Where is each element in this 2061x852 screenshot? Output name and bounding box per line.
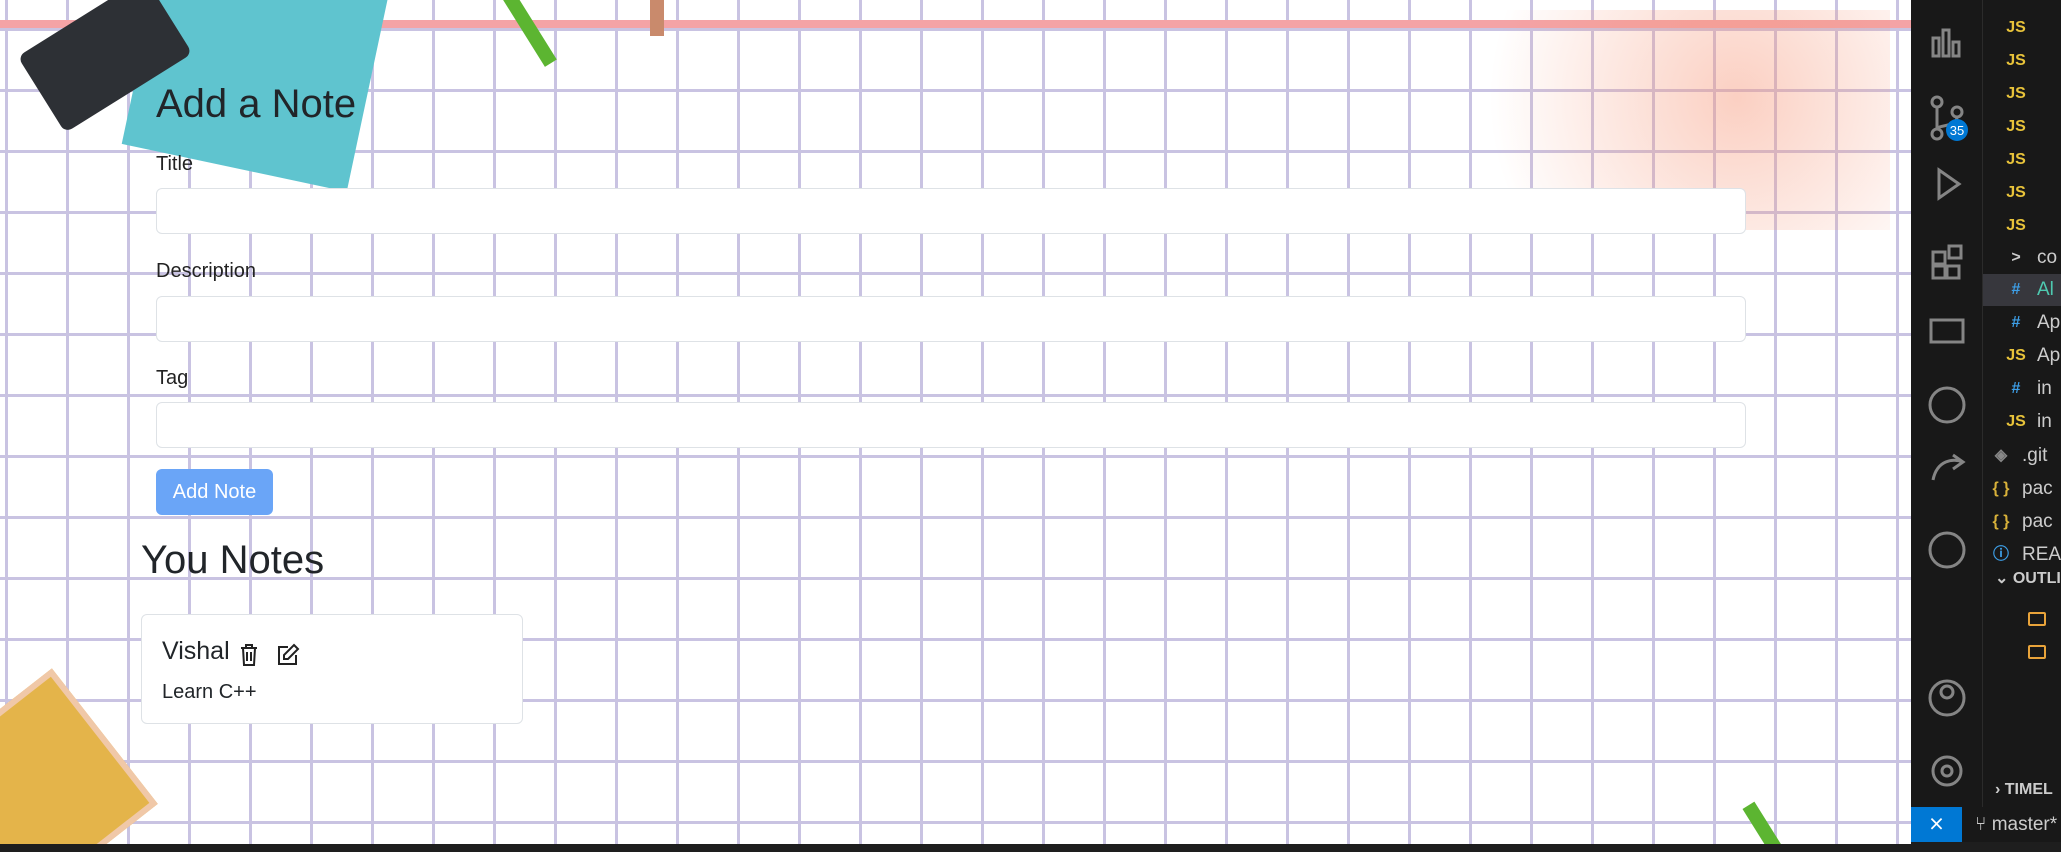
timeline-title: TIMEL xyxy=(2004,781,2053,798)
file-icon: { } xyxy=(1992,513,2010,530)
file-name: Al xyxy=(2037,279,2054,300)
explorer-row[interactable]: # Ap xyxy=(1983,307,2061,339)
note-card: Vishal Learn C++ xyxy=(141,614,523,724)
file-icon: JS xyxy=(2006,118,2026,135)
web-page: Add a Note Title Description Tag Add Not… xyxy=(0,0,1911,844)
outline-title: OUTLI xyxy=(2012,570,2061,587)
file-icon: # xyxy=(2011,314,2021,331)
file-icon: ⓘ xyxy=(1992,546,2009,563)
explorer-row[interactable]: > co xyxy=(1983,242,2061,274)
file-name: in xyxy=(2037,411,2052,432)
badge-count: 35 xyxy=(1950,123,1964,138)
branch[interactable]: ⑂ master* xyxy=(1975,814,2058,835)
file-name: in xyxy=(2037,378,2052,399)
explorer-row[interactable]: JS xyxy=(1983,78,2061,110)
icon[interactable] xyxy=(1937,167,1962,201)
explorer-row[interactable]: ⓘ REA xyxy=(1983,539,2061,571)
pink-line xyxy=(0,20,1911,28)
file-icon: JS xyxy=(2006,184,2026,201)
explorer-row[interactable]: # in xyxy=(1983,373,2061,405)
field-label: Tag xyxy=(156,367,189,389)
delete-icon[interactable] xyxy=(238,643,260,667)
explorer: ⌄ OUTLI › TIMEL JS JS JS JS JS JS JS > co # Al # Ap J… xyxy=(1982,0,2061,807)
file-icon: # xyxy=(2011,380,2021,397)
branch-name: master* xyxy=(1991,814,2058,835)
outline-symbol xyxy=(2028,645,2046,659)
file-icon: { } xyxy=(1992,480,2010,497)
title-input[interactable] xyxy=(156,188,1746,234)
outline-header[interactable]: ⌄ OUTLI xyxy=(1995,570,2061,587)
remote-button[interactable]: ⨯ xyxy=(1911,807,1962,842)
add-note-button[interactable]: Add Note xyxy=(156,469,273,515)
file-icon: JS xyxy=(2006,151,2026,168)
field-label: Title xyxy=(156,153,194,175)
description-input[interactable] xyxy=(156,296,1746,342)
file-name: pac xyxy=(2022,478,2053,499)
pencil xyxy=(1742,801,1792,844)
outline-symbol xyxy=(2028,612,2046,626)
icon[interactable] xyxy=(1930,95,1944,109)
edit-icon[interactable] xyxy=(276,643,300,667)
file-icon: JS xyxy=(2006,413,2026,430)
form-heading: Add a Note xyxy=(156,82,357,126)
explorer-row[interactable]: JS xyxy=(1983,144,2061,176)
explorer-row[interactable]: JS in xyxy=(1983,406,2061,438)
file-name: Ap xyxy=(2037,312,2061,333)
file-icon: > xyxy=(2011,249,2021,266)
explorer-row[interactable]: { } pac xyxy=(1983,473,2061,505)
file-name: Ap xyxy=(2037,345,2061,366)
book xyxy=(0,668,158,844)
explorer-row[interactable]: { } pac xyxy=(1983,506,2061,538)
explorer-row[interactable]: JS xyxy=(1983,111,2061,143)
file-name: co xyxy=(2037,247,2058,268)
activity-bar: 35 xyxy=(1911,0,1982,807)
field-label: Description xyxy=(156,260,257,282)
file-icon: JS xyxy=(2006,19,2026,36)
status-bar: ⨯ ⑂ master* xyxy=(1911,807,2061,842)
file-icon: # xyxy=(2011,281,2021,298)
file-icon: ◈ xyxy=(1994,447,2008,464)
notes-heading: You Notes xyxy=(141,538,325,582)
file-name: REA xyxy=(2022,544,2061,565)
tag-input[interactable] xyxy=(156,402,1746,448)
file-icon: JS xyxy=(2006,85,2026,102)
note-title: Vishal xyxy=(162,637,230,665)
explorer-row[interactable]: JS xyxy=(1983,45,2061,77)
explorer-row[interactable]: JS Ap xyxy=(1983,340,2061,372)
explorer-row[interactable]: # Al xyxy=(1983,274,2061,306)
file-icon: JS xyxy=(2006,52,2026,69)
file-icon: JS xyxy=(2006,347,2026,364)
file-name: .git xyxy=(2022,445,2048,466)
explorer-row[interactable]: ◈ .git xyxy=(1983,440,2061,472)
file-name: pac xyxy=(2022,511,2053,532)
file-icon: JS xyxy=(2006,217,2026,234)
explorer-row[interactable]: JS xyxy=(1983,210,2061,242)
icon[interactable] xyxy=(1931,36,1941,58)
activity-icons: 35 xyxy=(1928,28,1968,787)
badge xyxy=(1946,119,1968,141)
explorer-row[interactable]: JS xyxy=(1983,177,2061,209)
peg xyxy=(650,0,664,36)
pencil xyxy=(497,0,557,67)
note-description: Learn C++ xyxy=(162,681,257,703)
timeline-header[interactable]: › TIMEL xyxy=(1995,781,2053,798)
explorer-row[interactable]: JS xyxy=(1983,12,2061,44)
